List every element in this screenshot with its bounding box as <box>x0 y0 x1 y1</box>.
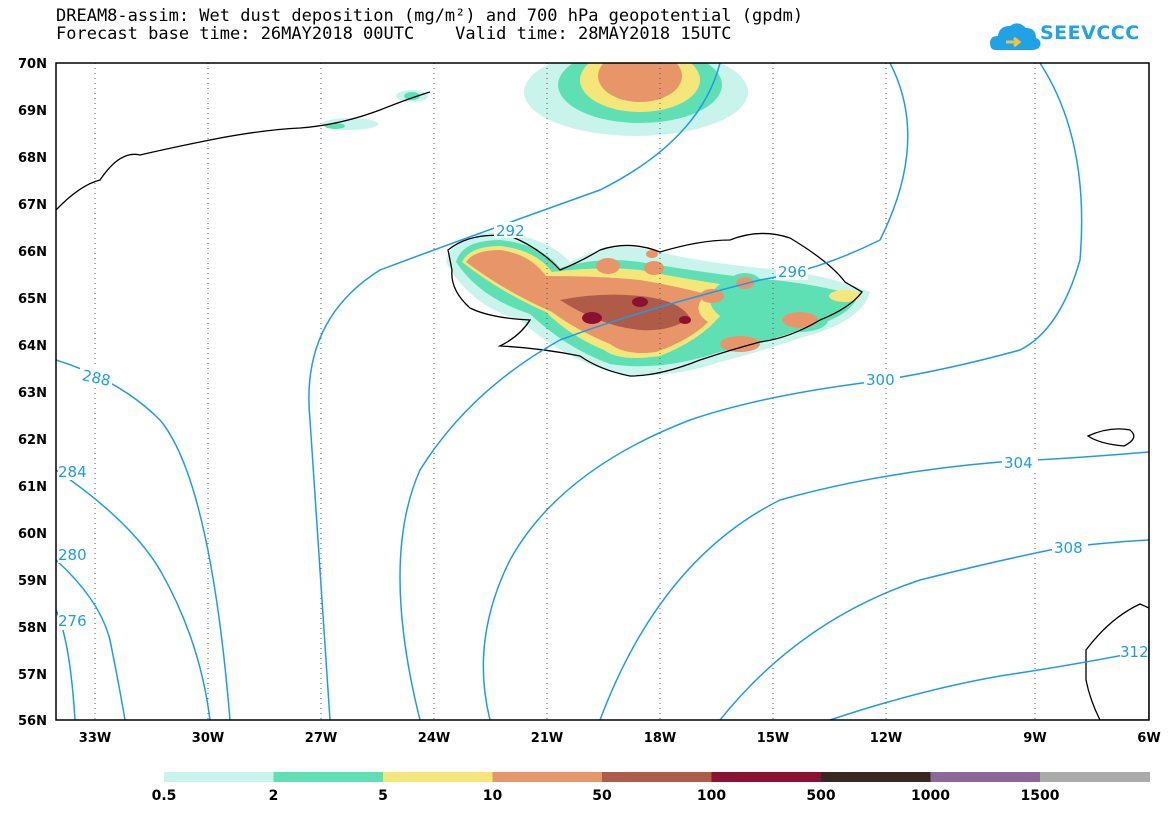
lon-label: 6W <box>1137 731 1160 746</box>
lon-label: 9W <box>1023 731 1046 746</box>
lat-label: 70N <box>18 57 47 72</box>
lat-label: 61N <box>18 480 47 495</box>
contour-label: 308 <box>1054 539 1083 557</box>
lon-label: 18W <box>644 731 676 746</box>
lat-label: 63N <box>18 386 47 401</box>
contour-label: 280 <box>58 546 87 564</box>
legend-label: 1000 <box>911 788 950 804</box>
forecast-times: Forecast base time: 26MAY2018 00UTC Vali… <box>56 24 732 44</box>
contour-label: 300 <box>866 371 895 389</box>
lat-label: 66N <box>18 245 47 260</box>
contour-label: 296 <box>778 263 807 281</box>
legend-label: 0.5 <box>152 788 177 804</box>
legend-swatch <box>273 772 384 782</box>
longitude-labels: 33W 30W 27W 24W 21W 18W 15W 12W 9W 6W <box>79 731 1161 746</box>
legend-swatch <box>492 772 603 782</box>
dust-iceland <box>446 232 870 376</box>
legend-label: 5 <box>378 788 388 804</box>
dust-plume-north <box>524 63 748 136</box>
legend-label: 500 <box>806 788 835 804</box>
lat-label: 68N <box>18 151 47 166</box>
lat-label: 57N <box>18 668 47 683</box>
contour-label: 276 <box>58 612 87 630</box>
map-title: DREAM8-assim: Wet dust deposition (mg/m²… <box>56 6 804 26</box>
lat-label: 59N <box>18 574 47 589</box>
lon-label: 21W <box>531 731 563 746</box>
contour-labels: 292 296 288 300 304 308 284 280 276 312 <box>58 222 1149 661</box>
legend-label: 50 <box>592 788 612 804</box>
lat-label: 67N <box>18 198 47 213</box>
geopotential-contours <box>56 63 1149 720</box>
legend-swatch <box>383 772 493 782</box>
lat-label: 69N <box>18 104 47 119</box>
contour-label: 304 <box>1004 454 1033 472</box>
legend-swatch <box>711 772 822 782</box>
contour-label: 312 <box>1120 643 1149 661</box>
lon-label: 12W <box>870 731 902 746</box>
latitude-labels: 70N 69N 68N 67N 66N 65N 64N 63N 62N 61N … <box>18 57 47 729</box>
contour-label: 292 <box>496 222 525 240</box>
dust-greenland-coast <box>322 90 428 130</box>
legend-swatch <box>602 772 712 782</box>
lat-label: 60N <box>18 527 47 542</box>
lon-label: 15W <box>757 731 789 746</box>
color-legend: 0.5 2 5 10 50 100 500 1000 1500 <box>152 772 1150 804</box>
lon-label: 27W <box>305 731 337 746</box>
lon-label: 33W <box>79 731 111 746</box>
contour-label: 284 <box>58 463 87 481</box>
contour-label: 288 <box>80 366 112 390</box>
legend-label: 100 <box>697 788 726 804</box>
legend-swatch <box>164 772 274 782</box>
legend-label: 10 <box>483 788 503 804</box>
lon-label: 30W <box>192 731 224 746</box>
lat-label: 62N <box>18 433 47 448</box>
graticule <box>94 63 1036 720</box>
lat-label: 64N <box>18 339 47 354</box>
logo-text: SEEVCCC <box>1040 22 1140 44</box>
map-frame <box>55 62 1150 721</box>
legend-label: 1500 <box>1021 788 1060 804</box>
lat-label: 56N <box>18 714 47 729</box>
legend-swatch <box>821 772 931 782</box>
legend-swatch <box>930 772 1041 782</box>
legend-label: 2 <box>269 788 279 804</box>
legend-swatch <box>1040 772 1150 782</box>
lat-label: 58N <box>18 621 47 636</box>
cloud-icon <box>990 23 1041 50</box>
lon-label: 24W <box>418 731 450 746</box>
lat-label: 65N <box>18 292 47 307</box>
coastlines <box>56 91 1149 720</box>
